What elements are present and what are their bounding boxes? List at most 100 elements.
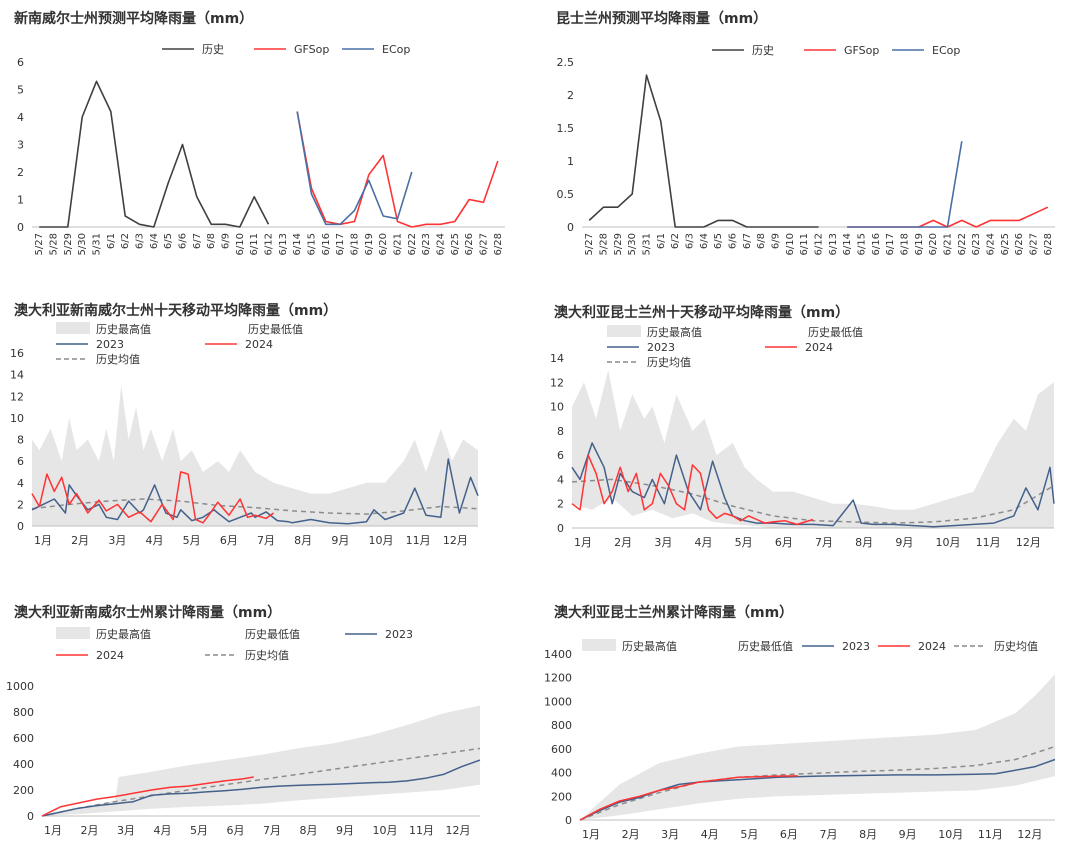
x-tick-label: 6/19 xyxy=(914,233,925,255)
chart-panel-nsw-forecast: 新南威尔士州预测平均降雨量（mm） 0 1 2 3 4 5 6 5/27 5/28 5/29 5/3… xyxy=(0,0,540,285)
x-tick-label: 11月 xyxy=(406,534,431,547)
x-tick-label: 4月 xyxy=(154,824,172,837)
history-range-band xyxy=(42,705,480,816)
x-tick-label: 6/26 xyxy=(464,233,475,255)
x-tick-label: 11月 xyxy=(978,828,1003,841)
x-tick-label: 6/2 xyxy=(120,233,131,249)
history-range-band xyxy=(580,674,1055,820)
legend-label: 历史最高值 xyxy=(622,639,677,653)
x-tick-label: 6/25 xyxy=(1000,233,1011,255)
y-tick-label: 800 xyxy=(13,706,34,719)
chart-panel-qld-10day: 澳大利亚昆士兰州十天移动平均降雨量（mm） 0 2 4 6 8 10 12 14 1月 2月 3月 4… xyxy=(540,290,1080,580)
x-tick-label: 4月 xyxy=(701,828,719,841)
x-tick-label: 6/3 xyxy=(685,233,696,249)
series-line-ecop xyxy=(847,141,963,228)
x-tick-label: 8月 xyxy=(294,534,312,547)
x-tick-label: 6/3 xyxy=(135,233,146,249)
series-line-history xyxy=(39,80,270,228)
legend-label: GFSop xyxy=(844,44,879,57)
y-tick-label: 10 xyxy=(10,412,24,425)
x-tick-label: 6/7 xyxy=(742,233,753,249)
x-tick-label: 6/9 xyxy=(771,233,782,249)
chart-qld-forecast: 0 0.5 1 1.5 2 2.5 5/27 5/28 5/29 5/30 5/31 6/1 6/2 6/… xyxy=(557,44,1055,255)
y-tick-label: 14 xyxy=(10,369,24,382)
x-tick-label: 6/22 xyxy=(407,233,418,255)
x-tick-label: 6/8 xyxy=(756,233,767,249)
x-tick-label: 6/11 xyxy=(799,233,810,255)
x-tick-label: 7月 xyxy=(820,828,838,841)
x-tick-label: 6/12 xyxy=(264,233,275,255)
x-tick-label: 12月 xyxy=(1017,828,1042,841)
series-line-history xyxy=(588,74,819,228)
x-tick-label: 8月 xyxy=(300,824,318,837)
legend-swatch xyxy=(607,325,641,337)
y-tick-label: 12 xyxy=(550,376,564,389)
y-tick-label: 14 xyxy=(550,352,564,365)
x-tick-label: 2月 xyxy=(614,536,632,549)
chart-title: 昆士兰州预测平均降雨量（mm） xyxy=(556,11,768,27)
y-tick-label: 5 xyxy=(17,84,24,97)
x-tick-label: 4月 xyxy=(695,536,713,549)
x-tick-label: 6/19 xyxy=(364,233,375,255)
x-tick-label: 6/4 xyxy=(149,233,160,249)
x-tick-label: 6/28 xyxy=(493,233,504,255)
legend-label: 2023 xyxy=(96,338,124,351)
series-line-2024 xyxy=(579,775,798,821)
x-tick-label: 6/24 xyxy=(986,233,997,255)
x-tick-label: 5/27 xyxy=(584,233,595,255)
x-tick-label: 6/17 xyxy=(335,233,346,255)
x-tick-label: 9月 xyxy=(336,824,354,837)
y-tick-label: 4 xyxy=(17,477,24,490)
chart-title: 澳大利亚新南威尔士州累计降雨量（mm） xyxy=(14,605,282,621)
legend-label: 历史均值 xyxy=(994,640,1038,653)
y-tick-label: 0 xyxy=(17,221,24,234)
x-tick-label: 6/1 xyxy=(106,233,117,249)
y-tick-label: 600 xyxy=(13,732,34,745)
y-tick-label: 6 xyxy=(17,455,24,468)
legend-label: 历史 xyxy=(202,43,224,56)
series-line-2023 xyxy=(31,458,479,525)
x-tick-label: 6/28 xyxy=(1043,233,1054,255)
x-tick-label: 6/25 xyxy=(450,233,461,255)
chart-title: 澳大利亚新南威尔士州十天移动平均降雨量（mm） xyxy=(14,303,338,319)
legend-label: ECop xyxy=(932,44,960,57)
y-tick-label: 600 xyxy=(551,743,572,756)
x-tick-label: 2月 xyxy=(71,534,89,547)
legend-label: GFSop xyxy=(294,43,329,56)
x-tick-label: 7月 xyxy=(263,824,281,837)
x-tick-label: 5月 xyxy=(190,824,208,837)
x-tick-label: 9月 xyxy=(899,828,917,841)
x-tick-label: 10月 xyxy=(369,534,394,547)
legend-label: ECop xyxy=(382,43,410,56)
x-tick-label: 6月 xyxy=(220,534,238,547)
x-tick-label: 2月 xyxy=(622,828,640,841)
series-line-history-mean xyxy=(41,747,481,817)
x-tick-label: 3月 xyxy=(117,824,135,837)
y-tick-label: 4 xyxy=(557,473,564,486)
x-tick-label: 11月 xyxy=(976,536,1001,549)
x-tick-label: 1月 xyxy=(574,536,592,549)
x-tick-label: 6月 xyxy=(780,828,798,841)
x-tick-label: 6/15 xyxy=(307,233,318,255)
x-tick-label: 6/13 xyxy=(278,233,289,255)
y-tick-label: 1 xyxy=(17,194,24,207)
x-tick-label: 1月 xyxy=(582,828,600,841)
x-tick-label: 6/23 xyxy=(421,233,432,255)
series-line-history-mean xyxy=(579,745,1056,821)
y-tick-label: 1400 xyxy=(544,648,572,661)
x-tick-label: 6/10 xyxy=(235,233,246,255)
series-line-ecop xyxy=(296,111,413,226)
legend-swatch xyxy=(582,639,616,651)
x-tick-label: 6/6 xyxy=(728,233,739,249)
y-tick-label: 400 xyxy=(551,767,572,780)
y-tick-label: 1200 xyxy=(544,672,572,685)
y-tick-label: 1000 xyxy=(6,680,34,693)
x-tick-label: 6/21 xyxy=(393,233,404,255)
chart-qld-cumulative: 0 200 400 600 800 1000 1200 1400 1月 2月 3月 4月 5月 6月 7月 8… xyxy=(544,639,1056,841)
x-tick-label: 8月 xyxy=(855,536,873,549)
y-tick-label: 0 xyxy=(565,814,572,827)
x-tick-label: 6/20 xyxy=(378,233,389,255)
x-tick-label: 3月 xyxy=(661,828,679,841)
x-tick-label: 6月 xyxy=(227,824,245,837)
x-tick-label: 6/18 xyxy=(350,233,361,255)
